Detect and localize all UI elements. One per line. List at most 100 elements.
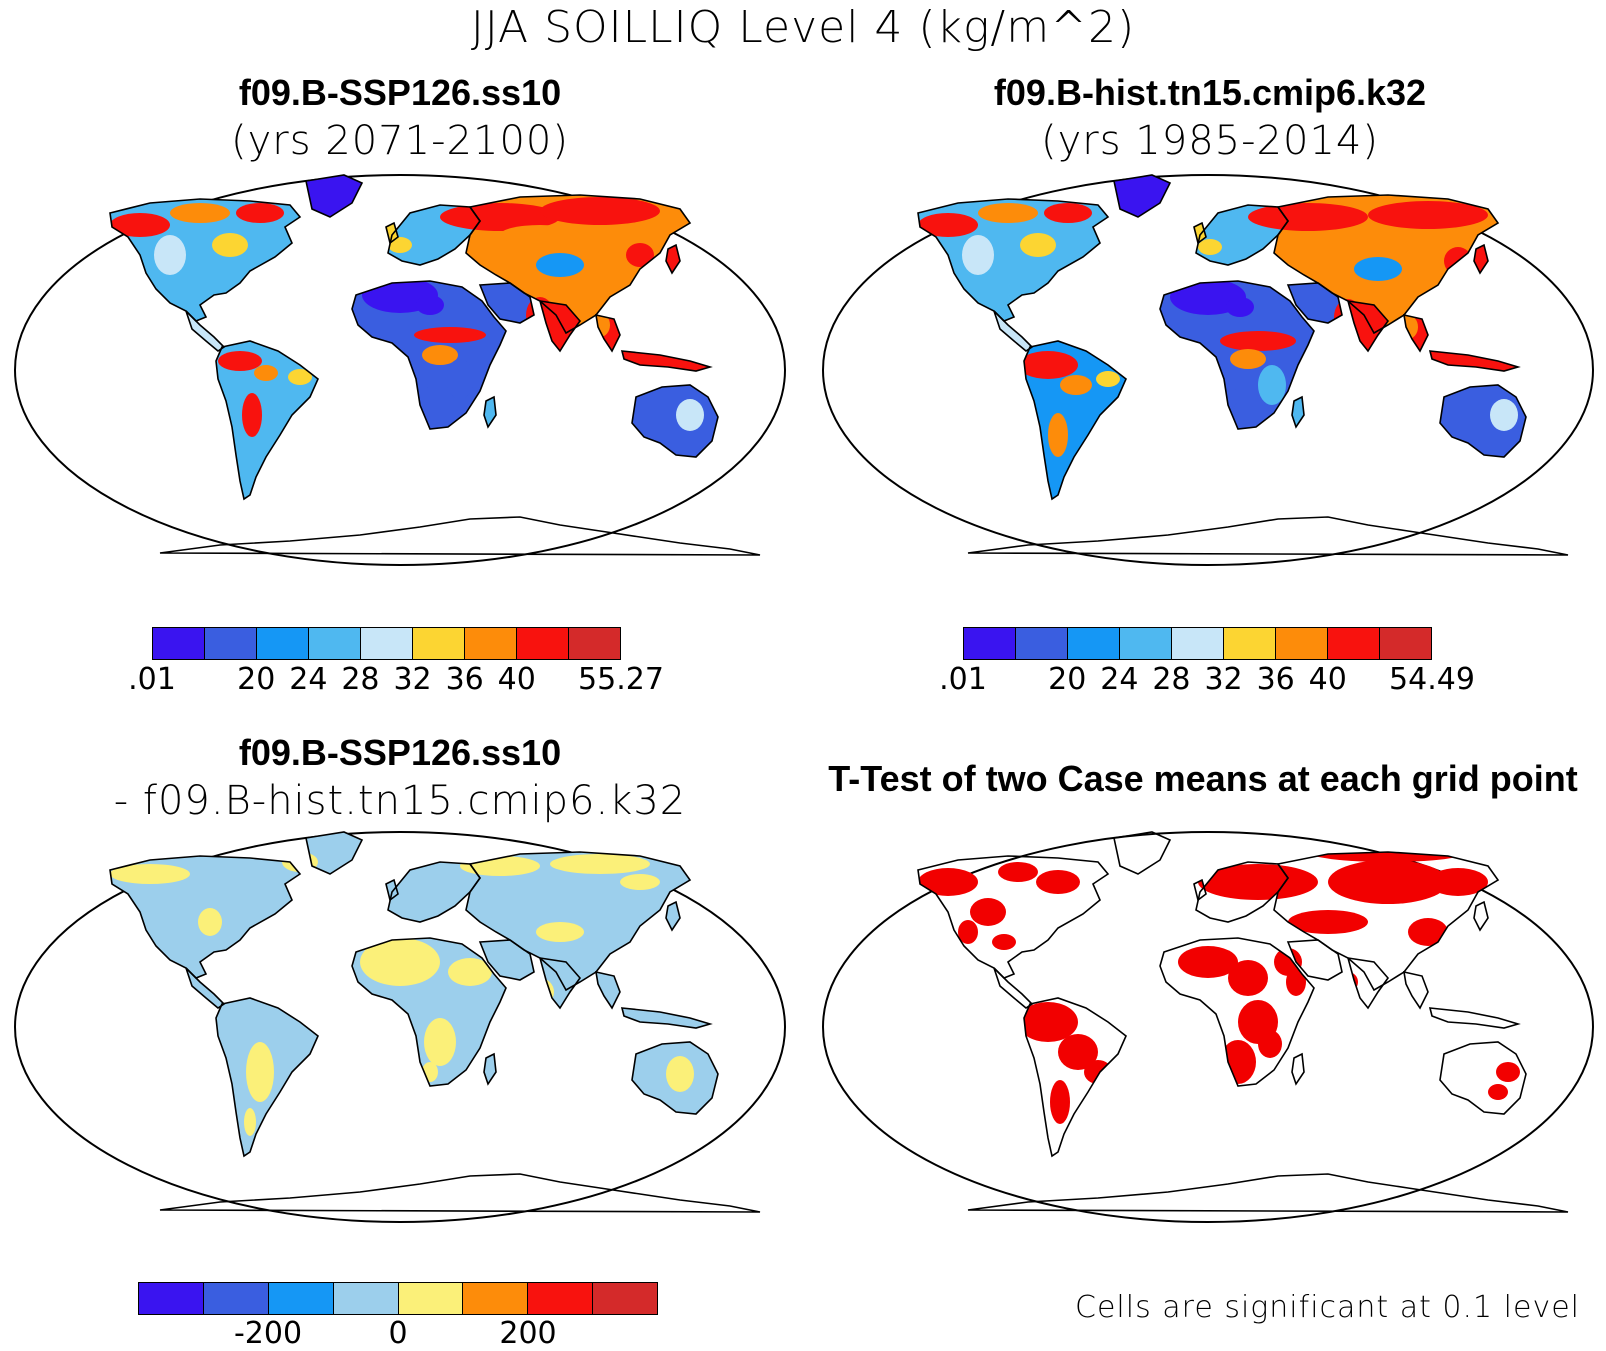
field-patch: [422, 345, 458, 365]
land-fill-arabia: [480, 283, 534, 323]
coastline-madagascar: [1291, 395, 1305, 429]
colorbar-swatch: [1120, 628, 1172, 659]
colorbar-swatch: [1380, 628, 1431, 659]
main-title: JJA SOILLIQ Level 4 (kg/m^2): [470, 2, 1136, 53]
coastline-northAmerica: [917, 198, 1110, 322]
colorbar-swatch: [1016, 628, 1068, 659]
diff-patch: [448, 958, 492, 986]
panel-subtitle-top-left: (yrs 2071-2100): [231, 118, 569, 164]
field-patch: [1018, 351, 1078, 379]
significant-cells: [1058, 1034, 1098, 1070]
significant-cells: [1408, 918, 1448, 946]
field-patch: [218, 351, 262, 371]
panel-title-bottom-left: f09.B-SSP126.ss10: [238, 732, 562, 773]
field-patch: [212, 233, 248, 257]
coastline-africa: [351, 937, 507, 1087]
coastline-uk: [385, 878, 399, 902]
coastline-antarctica: [967, 516, 1569, 556]
coastline-southAmerica: [215, 997, 319, 1158]
coastline-japan: [665, 243, 681, 275]
field-patch: [1220, 331, 1296, 351]
field-patch: [1328, 229, 1408, 249]
coastline-indonesia: [1428, 1007, 1521, 1029]
significant-cells: [1198, 864, 1318, 900]
coastline-arabia: [478, 939, 535, 981]
significant-cells: [958, 920, 978, 944]
coastline-indonesia: [620, 350, 713, 372]
field-patch: [388, 237, 412, 253]
land-fill-arabia: [480, 940, 534, 980]
colorbar-tick-label: 20: [1048, 662, 1087, 697]
diff-patch: [198, 908, 222, 936]
coastline-europe: [387, 861, 481, 923]
colorbar-tick-label: 28: [1152, 662, 1191, 697]
field-patch: [416, 295, 444, 315]
field-patch: [1368, 201, 1488, 229]
colorbar-tick-label: 24: [289, 662, 328, 697]
significant-cells: [1328, 860, 1448, 904]
colorbar-tick-label: 32: [1204, 662, 1243, 697]
field-patch: [1020, 233, 1056, 257]
field-patch: [1198, 239, 1222, 255]
colorbar-swatch: [1276, 628, 1328, 659]
panel-title-top-right: f09.B-hist.tn15.cmip6.k32: [993, 72, 1427, 113]
coastline-uk: [1193, 221, 1207, 245]
land-fill-indonesia: [622, 351, 710, 371]
coastline-europe: [1195, 204, 1289, 266]
diff-patch: [244, 1108, 256, 1136]
colorbar-tick-label: 20: [237, 662, 276, 697]
coastline-japan: [1473, 243, 1489, 275]
colorbar-tick-label: .01: [128, 662, 176, 697]
coastline-madagascar: [1291, 1052, 1305, 1086]
colorbar-swatch: [413, 628, 465, 659]
field-patch: [414, 327, 486, 343]
panel-title-bottom-right: T-Test of two Case means at each grid po…: [828, 758, 1578, 799]
significant-cells: [1036, 870, 1080, 894]
significant-cells: [1050, 1080, 1070, 1124]
field-patch: [1248, 203, 1368, 231]
field-patch: [500, 225, 580, 245]
colorbar-top-right: [963, 627, 1432, 660]
field-patch: [288, 369, 312, 385]
significant-cells: [1286, 968, 1306, 996]
colorbar-swatch: [398, 1283, 464, 1314]
colorbar-swatch: [203, 1283, 269, 1314]
significant-cells: [992, 934, 1016, 950]
field-patch: [1060, 375, 1092, 395]
colorbar-swatch: [1172, 628, 1224, 659]
land-fill-greenland: [306, 832, 362, 874]
land-fill-india: [540, 958, 580, 1008]
coastline-asia: [1273, 851, 1500, 992]
field-patch: [170, 203, 230, 223]
colorbar-tick-label: 55.27: [578, 662, 664, 697]
field-patch: [962, 235, 994, 275]
coastline-india: [538, 300, 582, 353]
colorbar-swatch: [153, 628, 205, 659]
field-patch: [1258, 365, 1286, 405]
coastline-greenland: [1113, 831, 1172, 875]
coastline-southAmerica: [1023, 997, 1127, 1158]
field-patch: [978, 203, 1038, 223]
field-patch: [254, 365, 278, 381]
colorbar-tick-label: 0: [388, 1316, 408, 1351]
coastline-europe: [387, 204, 481, 266]
significant-cells: [1258, 1030, 1282, 1058]
colorbar-swatch: [1224, 628, 1276, 659]
map-top-left: [14, 174, 786, 566]
coastline-indonesia: [620, 1007, 713, 1029]
field-patch: [1096, 371, 1120, 387]
field-patch: [1490, 399, 1518, 431]
panel-subtitle-bottom-left: - f09.B-hist.tn15.cmip6.k32: [113, 778, 687, 824]
coastline-asia: [1273, 194, 1500, 335]
map-top-right: [822, 174, 1594, 566]
colorbar-tick-label: 40: [1308, 662, 1347, 697]
coastline-northAmerica: [109, 855, 302, 979]
coastline-arabia: [1286, 939, 1343, 981]
significant-cells: [1288, 910, 1368, 934]
coastline-india: [538, 957, 582, 1010]
field-patch: [1230, 349, 1266, 369]
coastline-japan: [665, 900, 681, 932]
coastline-africa: [351, 280, 507, 430]
coastline-africa: [1159, 280, 1315, 430]
colorbar-tick-label: 36: [1256, 662, 1295, 697]
